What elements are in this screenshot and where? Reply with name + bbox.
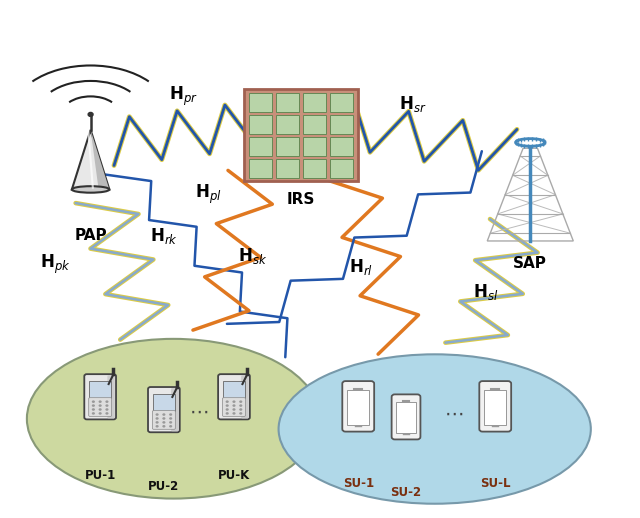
FancyBboxPatch shape (223, 381, 245, 398)
FancyBboxPatch shape (303, 159, 326, 178)
FancyBboxPatch shape (342, 381, 374, 431)
Circle shape (169, 413, 172, 416)
Text: $\mathbf{H}_{rk}$: $\mathbf{H}_{rk}$ (150, 226, 178, 246)
FancyBboxPatch shape (303, 93, 326, 112)
Circle shape (106, 405, 109, 407)
Circle shape (239, 408, 243, 411)
Circle shape (163, 417, 166, 420)
Text: $\mathbf{H}_{sr}$: $\mathbf{H}_{sr}$ (399, 94, 426, 114)
Circle shape (92, 405, 95, 407)
FancyBboxPatch shape (303, 137, 326, 156)
Circle shape (163, 413, 166, 416)
Text: $\cdots$: $\cdots$ (444, 404, 463, 423)
FancyBboxPatch shape (248, 137, 272, 156)
Circle shape (92, 400, 95, 403)
Circle shape (88, 112, 93, 117)
FancyBboxPatch shape (348, 390, 369, 425)
FancyBboxPatch shape (276, 137, 299, 156)
Circle shape (226, 400, 228, 403)
FancyBboxPatch shape (484, 390, 506, 425)
Circle shape (226, 412, 228, 415)
FancyBboxPatch shape (89, 381, 111, 398)
Circle shape (232, 405, 236, 407)
Text: PU-K: PU-K (218, 469, 250, 482)
Polygon shape (91, 130, 109, 190)
FancyBboxPatch shape (244, 90, 358, 181)
FancyBboxPatch shape (152, 411, 175, 429)
Text: PU-2: PU-2 (148, 480, 179, 493)
Circle shape (226, 405, 228, 407)
FancyBboxPatch shape (330, 137, 353, 156)
Circle shape (239, 400, 243, 403)
Circle shape (239, 412, 243, 415)
Circle shape (99, 408, 102, 411)
Text: SAP: SAP (513, 256, 547, 271)
FancyBboxPatch shape (330, 115, 353, 134)
Text: SU-2: SU-2 (390, 486, 422, 499)
Circle shape (99, 400, 102, 403)
FancyBboxPatch shape (171, 388, 179, 431)
FancyBboxPatch shape (84, 374, 116, 420)
Circle shape (232, 400, 236, 403)
Text: PAP: PAP (74, 228, 107, 243)
FancyBboxPatch shape (330, 159, 353, 178)
FancyBboxPatch shape (330, 93, 353, 112)
Circle shape (156, 417, 159, 420)
Circle shape (169, 421, 172, 424)
FancyBboxPatch shape (223, 398, 245, 416)
Text: $\mathbf{H}_{rl}$: $\mathbf{H}_{rl}$ (349, 257, 374, 277)
FancyBboxPatch shape (89, 398, 111, 416)
Circle shape (92, 412, 95, 415)
Text: SU-1: SU-1 (342, 477, 374, 490)
Text: PU-1: PU-1 (84, 469, 116, 482)
Text: SU-L: SU-L (480, 477, 511, 490)
FancyBboxPatch shape (392, 394, 420, 439)
Text: $\mathbf{H}_{sk}$: $\mathbf{H}_{sk}$ (239, 247, 268, 266)
Circle shape (226, 408, 228, 411)
Ellipse shape (278, 354, 591, 503)
FancyBboxPatch shape (276, 159, 299, 178)
FancyBboxPatch shape (148, 387, 180, 432)
Circle shape (106, 400, 109, 403)
Circle shape (163, 425, 166, 427)
FancyBboxPatch shape (276, 115, 299, 134)
FancyBboxPatch shape (108, 375, 115, 419)
FancyBboxPatch shape (241, 375, 248, 419)
FancyBboxPatch shape (396, 402, 416, 434)
Text: $\mathbf{H}_{pl}$: $\mathbf{H}_{pl}$ (195, 183, 222, 206)
FancyBboxPatch shape (248, 159, 272, 178)
FancyBboxPatch shape (248, 93, 272, 112)
Circle shape (106, 408, 109, 411)
Polygon shape (72, 130, 109, 190)
FancyBboxPatch shape (303, 115, 326, 134)
Circle shape (92, 408, 95, 411)
FancyBboxPatch shape (276, 93, 299, 112)
Circle shape (239, 405, 243, 407)
Circle shape (169, 425, 172, 427)
Text: $\mathbf{H}_{sl}$: $\mathbf{H}_{sl}$ (473, 282, 499, 303)
FancyBboxPatch shape (153, 394, 175, 411)
Text: $\cdots$: $\cdots$ (189, 401, 209, 421)
Circle shape (156, 425, 159, 427)
FancyBboxPatch shape (218, 374, 250, 420)
Circle shape (156, 413, 159, 416)
Ellipse shape (27, 339, 320, 499)
Circle shape (99, 412, 102, 415)
Ellipse shape (72, 186, 109, 193)
FancyBboxPatch shape (479, 381, 511, 431)
Text: IRS: IRS (287, 192, 315, 207)
Circle shape (106, 412, 109, 415)
Circle shape (232, 412, 236, 415)
Text: $\mathbf{H}_{pk}$: $\mathbf{H}_{pk}$ (40, 253, 71, 276)
Circle shape (163, 421, 166, 424)
Circle shape (169, 417, 172, 420)
Circle shape (99, 405, 102, 407)
Text: $\mathbf{H}_{pr}$: $\mathbf{H}_{pr}$ (168, 85, 197, 108)
FancyBboxPatch shape (248, 115, 272, 134)
Circle shape (156, 421, 159, 424)
Circle shape (232, 408, 236, 411)
